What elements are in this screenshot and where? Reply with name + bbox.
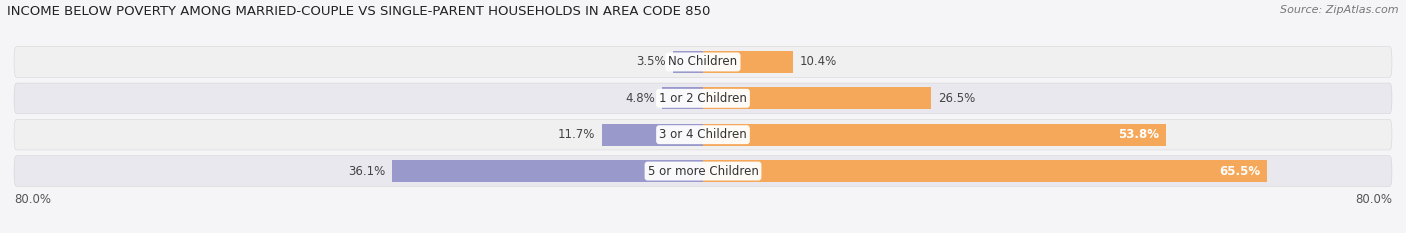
FancyBboxPatch shape <box>14 119 1392 150</box>
FancyBboxPatch shape <box>14 156 1392 186</box>
Text: Source: ZipAtlas.com: Source: ZipAtlas.com <box>1281 5 1399 15</box>
FancyBboxPatch shape <box>14 83 1392 114</box>
Bar <box>703 124 1167 146</box>
Bar <box>602 124 703 146</box>
Text: INCOME BELOW POVERTY AMONG MARRIED-COUPLE VS SINGLE-PARENT HOUSEHOLDS IN AREA CO: INCOME BELOW POVERTY AMONG MARRIED-COUPL… <box>7 5 710 18</box>
FancyBboxPatch shape <box>14 47 1392 77</box>
Bar <box>703 160 1267 182</box>
Text: 11.7%: 11.7% <box>558 128 595 141</box>
Bar <box>662 87 703 109</box>
Text: 1 or 2 Children: 1 or 2 Children <box>659 92 747 105</box>
Text: 80.0%: 80.0% <box>1355 193 1392 206</box>
Text: 65.5%: 65.5% <box>1219 164 1260 178</box>
Text: 3 or 4 Children: 3 or 4 Children <box>659 128 747 141</box>
Text: No Children: No Children <box>668 55 738 69</box>
Bar <box>392 160 703 182</box>
Bar <box>703 51 793 73</box>
Text: 10.4%: 10.4% <box>800 55 837 69</box>
Text: 26.5%: 26.5% <box>938 92 976 105</box>
Text: 4.8%: 4.8% <box>626 92 655 105</box>
Text: 53.8%: 53.8% <box>1118 128 1160 141</box>
Text: 5 or more Children: 5 or more Children <box>648 164 758 178</box>
Bar <box>673 51 703 73</box>
Text: 3.5%: 3.5% <box>637 55 666 69</box>
Text: 36.1%: 36.1% <box>347 164 385 178</box>
Bar <box>703 87 931 109</box>
Text: 80.0%: 80.0% <box>14 193 51 206</box>
